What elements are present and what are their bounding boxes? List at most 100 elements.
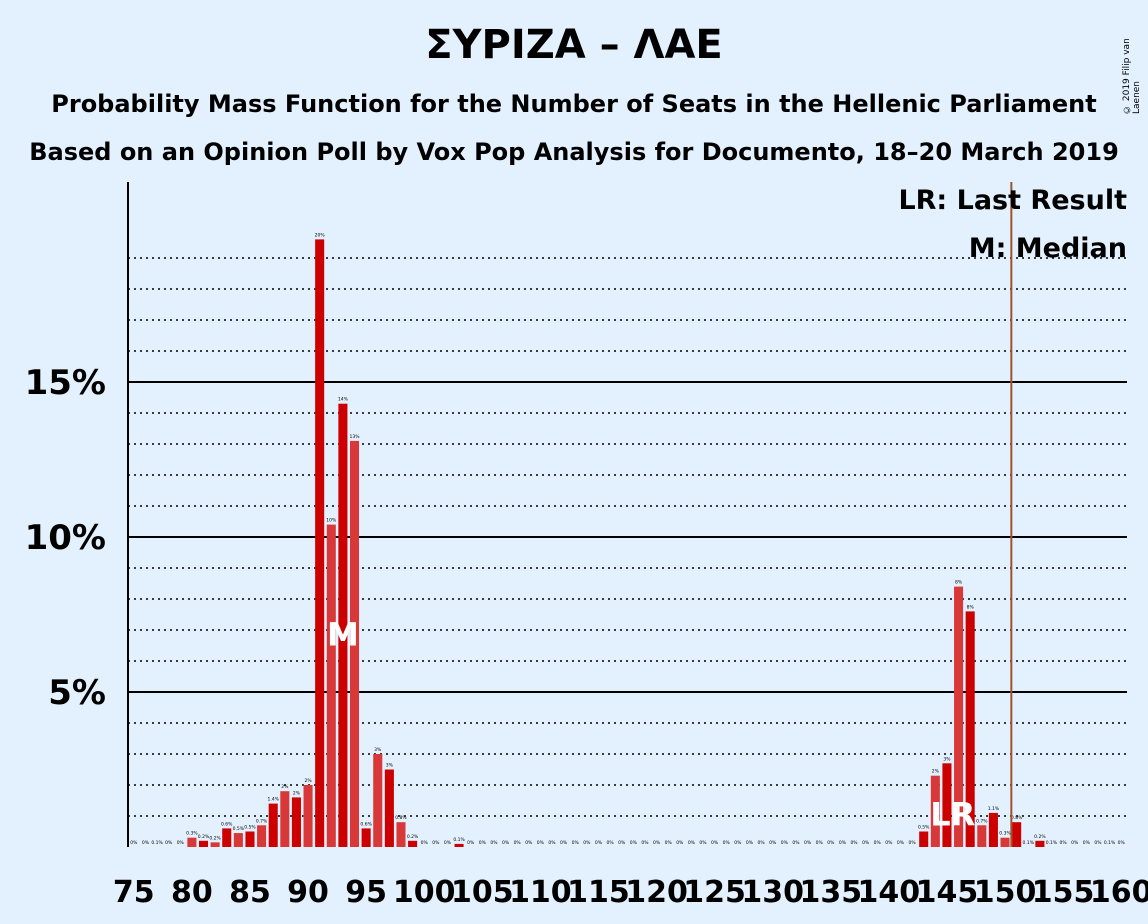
bar-value-label: 0% [479, 840, 487, 846]
bar [977, 825, 987, 847]
bar-value-label: 0% [839, 840, 847, 846]
bar [349, 440, 360, 847]
bar-value-label: 0% [734, 840, 742, 846]
bar-value-label: 0% [850, 840, 858, 846]
bar [373, 754, 383, 847]
bar-value-label: 0% [177, 840, 185, 846]
bar-value-label: 0.3% [999, 831, 1011, 837]
bar-value-label: 8% [955, 580, 963, 586]
bar-value-label: 0% [165, 840, 173, 846]
bar-value-label: 0% [746, 840, 754, 846]
bar-value-label: 14% [338, 397, 349, 403]
bar-value-label: 0.2% [1034, 834, 1046, 840]
bar-value-label: 0% [548, 840, 556, 846]
x-tick-label: 150 [974, 875, 1037, 910]
bar-value-label: 0.8% [395, 815, 407, 821]
bar-value-label: 2% [293, 790, 301, 796]
bar [1035, 840, 1045, 847]
bar-value-label: 0% [653, 840, 661, 846]
x-tick-label: 160 [1090, 875, 1148, 910]
bar-value-label: 0% [525, 840, 533, 846]
bar [942, 763, 952, 847]
bar-value-label: 0% [711, 840, 719, 846]
bar-value-label: 0% [514, 840, 522, 846]
bar-value-label: 2% [932, 769, 940, 775]
bar-value-label: 2% [304, 778, 312, 784]
bar-value-label: 10% [326, 518, 337, 524]
x-tick-label: 135 [799, 875, 862, 910]
bar [291, 797, 301, 847]
bar-value-label: 0% [699, 840, 707, 846]
bar-value-label: 0.5% [918, 825, 930, 831]
bar-value-label: 0% [804, 840, 812, 846]
bar [361, 828, 371, 847]
bar-value-label: 0% [909, 840, 917, 846]
bar-value-label: 0% [432, 840, 440, 846]
legend-last-result: LR: Last Result [898, 185, 1127, 216]
bar [222, 828, 232, 847]
bar-value-label: 0% [444, 840, 452, 846]
bar [303, 785, 313, 847]
bar-value-label: 0% [758, 840, 766, 846]
bar-value-label: 0% [630, 840, 638, 846]
bar-value-label: 2% [281, 784, 289, 790]
x-tick-label: 75 [113, 875, 155, 910]
bar-value-label: 0.2% [209, 835, 221, 841]
bar [187, 837, 197, 847]
bar-value-label: 0.3% [186, 831, 198, 837]
bar-value-label: 0.1% [1104, 840, 1116, 846]
bar [280, 791, 290, 847]
x-tick-label: 115 [567, 875, 630, 910]
bar-value-label: 0% [1071, 840, 1079, 846]
x-tick-label: 130 [741, 875, 804, 910]
bar-value-label: 0% [688, 840, 696, 846]
bar-value-label: 0.1% [1023, 840, 1035, 846]
bar-value-label: 0% [897, 840, 905, 846]
bar [954, 586, 964, 847]
bar-value-label: 0.6% [360, 821, 372, 827]
bar-value-label: 0% [595, 840, 603, 846]
bar-value-label: 0.5% [244, 825, 256, 831]
y-tick-label: 10% [25, 518, 106, 558]
bar [233, 833, 243, 847]
bar-value-label: 0% [572, 840, 580, 846]
bar-value-label: 0.7% [976, 818, 988, 824]
bar [965, 611, 975, 847]
bar [198, 840, 209, 847]
y-tick-label: 5% [48, 673, 106, 713]
bar [257, 825, 267, 847]
x-tick-label: 80 [171, 875, 213, 910]
bar-value-label: 0% [641, 840, 649, 846]
x-tick-label: 100 [393, 875, 456, 910]
bar-value-label: 0.7% [256, 818, 268, 824]
bar [315, 239, 325, 847]
bar-value-label: 0% [142, 840, 150, 846]
bar-value-label: 0.6% [221, 821, 233, 827]
bar-value-label: 0% [816, 840, 824, 846]
bar-value-label: 3% [943, 756, 951, 762]
bar [210, 842, 220, 847]
y-tick-label: 15% [25, 363, 106, 403]
x-tick-label: 85 [229, 875, 271, 910]
bar-value-label: 0.2% [407, 834, 419, 840]
bar-value-label: 0% [792, 840, 800, 846]
x-tick-label: 95 [345, 875, 387, 910]
bar-value-label: 0.8% [1011, 815, 1023, 821]
last-result-marker: LR [930, 795, 975, 833]
bar-value-label: 0% [1060, 840, 1068, 846]
x-tick-label: 90 [287, 875, 329, 910]
bar [919, 831, 929, 847]
bar-value-label: 0% [1094, 840, 1102, 846]
x-tick-label: 155 [1032, 875, 1095, 910]
bar-value-label: 3% [374, 747, 382, 753]
bar-value-label: 0% [618, 840, 626, 846]
bar-value-label: 0.2% [198, 834, 210, 840]
bar-value-label: 0% [130, 840, 138, 846]
bar [268, 803, 278, 847]
bar-value-label: 0% [421, 840, 429, 846]
x-tick-label: 105 [451, 875, 514, 910]
bar-value-label: 0% [665, 840, 673, 846]
bar-value-label: 0% [467, 840, 475, 846]
bar-value-label: 0% [1118, 840, 1126, 846]
